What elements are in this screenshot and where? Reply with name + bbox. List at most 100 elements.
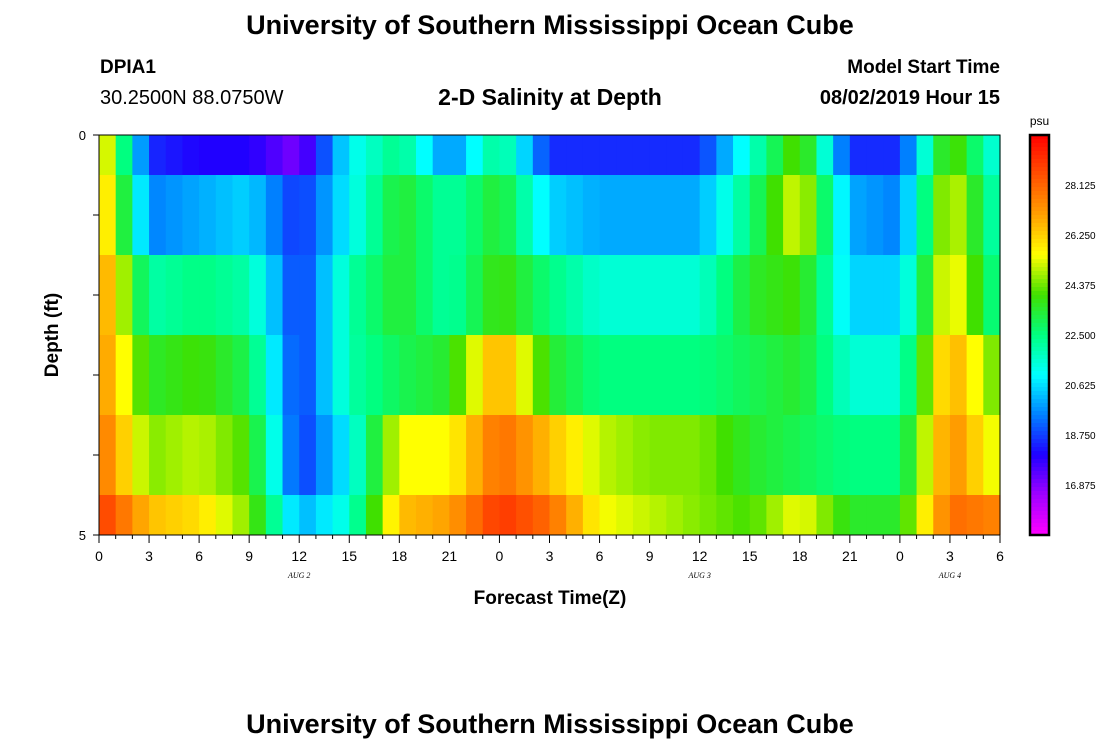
colorbar-swatch [1030, 471, 1049, 476]
x-tick-label: 3 [946, 548, 954, 564]
colorbar-swatch [1030, 143, 1049, 148]
heatmap-cell [616, 135, 634, 175]
heatmap-cell [432, 135, 450, 175]
colorbar-swatch [1030, 487, 1049, 492]
heatmap-cell [766, 335, 784, 415]
heatmap-cell [816, 335, 834, 415]
heatmap-cell [315, 335, 334, 415]
heatmap-cell [532, 175, 551, 255]
heatmap-cell [849, 175, 868, 255]
heatmap-cell [699, 335, 717, 415]
colorbar-swatch [1030, 335, 1049, 340]
heatmap-cell [833, 135, 851, 175]
heatmap-cell [599, 255, 617, 335]
heatmap-cell [983, 135, 1001, 175]
heatmap-cell [766, 175, 784, 255]
heatmap-cell [632, 255, 651, 335]
heatmap-cell [516, 255, 534, 335]
heatmap-cell [682, 415, 701, 495]
heatmap-cell [199, 175, 217, 255]
x-tick-label: 3 [546, 548, 554, 564]
heatmap-cell [783, 415, 801, 495]
y-tick-label: 5 [79, 528, 86, 543]
colorbar-swatch [1030, 287, 1049, 292]
colorbar-swatch [1030, 351, 1049, 356]
colorbar-swatch [1030, 271, 1049, 276]
heatmap-cell [766, 495, 784, 535]
heatmap-cell [365, 175, 384, 255]
heatmap-cell [933, 255, 951, 335]
colorbar-swatch [1030, 435, 1049, 440]
heatmap-cell [716, 135, 734, 175]
colorbar-swatch [1030, 179, 1049, 184]
heatmap-cell [215, 335, 234, 415]
heatmap-cell [582, 255, 601, 335]
colorbar-swatch [1030, 379, 1049, 384]
heatmap-cell [115, 335, 133, 415]
heatmap-cell [599, 495, 617, 535]
colorbar-swatch [1030, 215, 1049, 220]
heatmap-cell [966, 495, 984, 535]
heatmap-cell [299, 335, 317, 415]
colorbar-swatch [1030, 439, 1049, 444]
heatmap-cell [916, 175, 934, 255]
heatmap-cell [382, 175, 400, 255]
heatmap-cell [966, 135, 984, 175]
heatmap-cell [516, 495, 534, 535]
heatmap-cell [966, 255, 984, 335]
colorbar-swatch [1030, 383, 1049, 388]
heatmap-cell [899, 335, 918, 415]
heatmap-cell [466, 495, 484, 535]
heatmap-cell [99, 135, 117, 175]
x-tick-label: 9 [646, 548, 654, 564]
heatmap-cell [315, 415, 334, 495]
heatmap-cell [299, 495, 317, 535]
heatmap-cell [416, 255, 434, 335]
colorbar-swatch [1030, 283, 1049, 288]
heatmap-cell [866, 255, 884, 335]
heatmap-cell [666, 415, 684, 495]
x-tick-label: 9 [245, 548, 253, 564]
station-id: DPIA1 [100, 57, 156, 78]
heatmap-cell [332, 415, 350, 495]
heatmap-cell [499, 335, 517, 415]
heatmap-cell [632, 495, 651, 535]
colorbar-swatch [1030, 491, 1049, 496]
heatmap-cell [349, 335, 367, 415]
colorbar-swatch [1030, 279, 1049, 284]
heatmap-cell [132, 135, 150, 175]
heatmap-cell [966, 415, 984, 495]
heatmap-cell [149, 255, 167, 335]
heatmap-cell [749, 335, 768, 415]
colorbar-swatch [1030, 319, 1049, 324]
heatmap-cell [232, 335, 250, 415]
heatmap-cell [582, 175, 601, 255]
heatmap-cell [766, 255, 784, 335]
heatmap-cell [949, 415, 968, 495]
heatmap-cell [883, 335, 901, 415]
heatmap-cell [449, 255, 467, 335]
colorbar-swatch [1030, 407, 1049, 412]
heatmap-cell [649, 175, 667, 255]
x-tick-label: 3 [145, 548, 153, 564]
heatmap-cell [132, 255, 150, 335]
heatmap-cell [199, 335, 217, 415]
chart-subtitle: 2-D Salinity at Depth [438, 84, 662, 110]
heatmap-cell [616, 255, 634, 335]
heatmap-cell [866, 335, 884, 415]
heatmap-cell [632, 175, 651, 255]
colorbar-swatch [1030, 467, 1049, 472]
heatmap-cell [215, 255, 234, 335]
x-tick-label: 18 [392, 548, 408, 564]
heatmap-cell [499, 175, 517, 255]
heatmap-cell [132, 495, 150, 535]
heatmap-cell [599, 175, 617, 255]
heatmap-cell [566, 175, 584, 255]
heatmap-cell [749, 495, 768, 535]
y-axis-label: Depth (ft) [42, 293, 63, 377]
heatmap-cell [899, 495, 918, 535]
x-axis-label: Forecast Time(Z) [474, 588, 627, 609]
heatmap-cell [799, 255, 818, 335]
heatmap-cell [849, 335, 868, 415]
heatmap-cell [349, 255, 367, 335]
